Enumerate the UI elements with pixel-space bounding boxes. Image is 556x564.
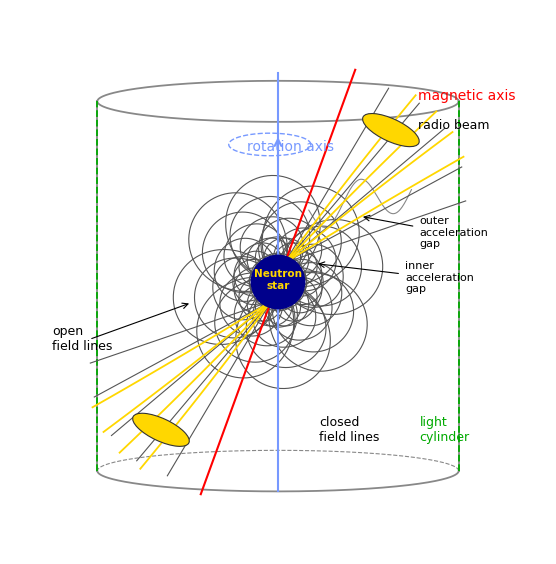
Text: inner
acceleration
gap: inner acceleration gap: [405, 261, 474, 294]
Ellipse shape: [133, 413, 189, 446]
Text: radio beam: radio beam: [418, 120, 489, 133]
Text: Neutron
star: Neutron star: [254, 269, 302, 291]
Text: magnetic axis: magnetic axis: [418, 89, 515, 103]
Ellipse shape: [363, 113, 419, 147]
Text: open
field lines: open field lines: [52, 325, 112, 354]
Text: rotation axis: rotation axis: [247, 139, 334, 153]
Text: closed
field lines: closed field lines: [319, 416, 379, 444]
Text: light
cylinder: light cylinder: [420, 416, 470, 444]
Text: outer
acceleration
gap: outer acceleration gap: [420, 216, 489, 249]
Circle shape: [251, 255, 305, 309]
